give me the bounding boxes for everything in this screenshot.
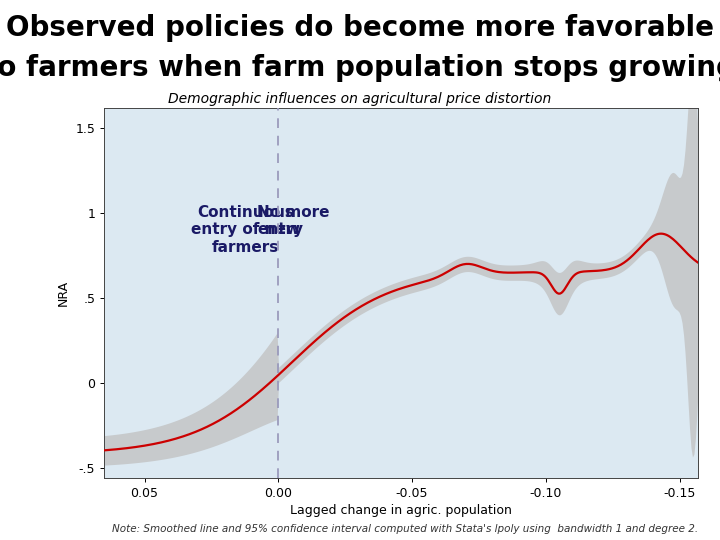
Text: Observed policies do become more favorable: Observed policies do become more favorab…	[6, 14, 714, 42]
Text: Demographic influences on agricultural price distortion: Demographic influences on agricultural p…	[168, 92, 552, 106]
Text: Continuous
entry of new
farmers: Continuous entry of new farmers	[191, 205, 300, 254]
Y-axis label: NRA: NRA	[57, 280, 70, 306]
Text: No more
entry: No more entry	[257, 205, 330, 237]
Text: Note: Smoothed line and 95% confidence interval computed with Stata's lpoly usin: Note: Smoothed line and 95% confidence i…	[112, 523, 698, 534]
X-axis label: Lagged change in agric. population: Lagged change in agric. population	[290, 504, 513, 517]
Text: to farmers when farm population stops growing: to farmers when farm population stops gr…	[0, 54, 720, 82]
